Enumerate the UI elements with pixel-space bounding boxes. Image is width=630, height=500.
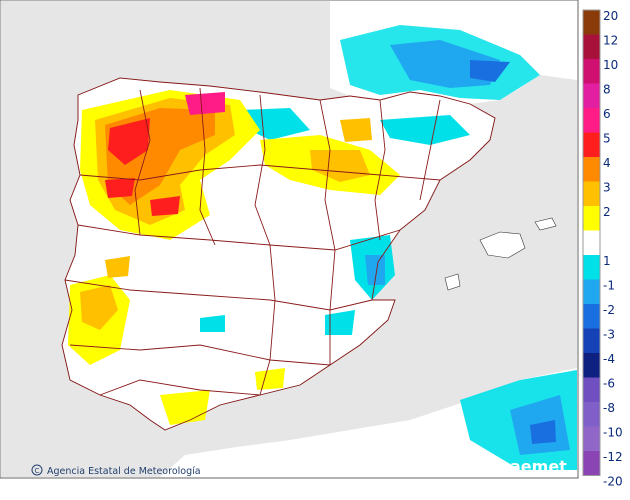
legend-swatch-neutral (583, 230, 600, 255)
legend-swatch-negative-2 (583, 304, 600, 329)
legend-label: -20 (603, 475, 623, 489)
credit-text: Agencia Estatal de Meteorología (47, 466, 201, 477)
legend-swatch-positive-8 (583, 206, 600, 231)
legend-outline (582, 9, 601, 476)
legend-swatch-positive-4 (583, 108, 600, 133)
legend-label: 10 (603, 58, 618, 72)
legend-swatch-positive-3 (583, 83, 600, 108)
legend-label: 2 (603, 205, 611, 219)
legend-swatch-positive-5 (583, 132, 600, 157)
legend-swatch-negative-7 (583, 426, 600, 451)
copyright-glyph: C (35, 467, 40, 475)
province-borders (61, 77, 496, 431)
legend-label: 6 (603, 107, 611, 121)
legend-swatch-negative-1 (583, 279, 600, 304)
menorca (534, 217, 557, 231)
legend-swatch-negative-4 (583, 353, 600, 378)
legend-label: 8 (603, 83, 611, 97)
legend-swatch-positive-2 (583, 59, 600, 84)
legend-swatch-negative-6 (583, 402, 600, 427)
negative-anomaly-patches (200, 25, 577, 470)
legend-label: -3 (603, 328, 615, 342)
legend-swatch-negative-5 (583, 377, 600, 402)
legend-label: 1 (603, 254, 611, 268)
legend-label: -4 (603, 352, 615, 366)
legend-label: 20 (603, 9, 618, 23)
ibiza (444, 273, 461, 291)
legend-label: 4 (603, 156, 611, 170)
legend-label: 12 (603, 34, 618, 48)
legend-swatch-negative-3 (583, 328, 600, 353)
legend-swatch-positive-1 (583, 34, 600, 59)
legend-swatch-positive-6 (583, 157, 600, 182)
mallorca (479, 231, 526, 259)
legend-swatch-negative-0 (583, 255, 600, 280)
legend-swatch-positive-0 (583, 10, 600, 35)
legend-label: 3 (603, 181, 611, 195)
legend-label: -2 (603, 303, 615, 317)
legend: 20 12 10 8 6 5 4 3 2 1 -1 -2 -3 -4 -6 -8 -10 -12 -20 (582, 9, 623, 489)
legend-label: -1 (603, 279, 615, 293)
brand-watermark: aemet (510, 457, 567, 476)
legend-label: -12 (603, 450, 623, 464)
legend-swatch-negative-8 (583, 451, 600, 476)
legend-swatch-positive-7 (583, 181, 600, 206)
legend-label: -8 (603, 401, 615, 415)
legend-label: 5 (603, 132, 611, 146)
legend-label: -10 (603, 426, 623, 440)
positive-anomaly-patches (68, 90, 400, 425)
legend-label: -6 (603, 377, 615, 391)
north-africa-landmass (160, 368, 577, 477)
copyright-icon (31, 464, 43, 476)
